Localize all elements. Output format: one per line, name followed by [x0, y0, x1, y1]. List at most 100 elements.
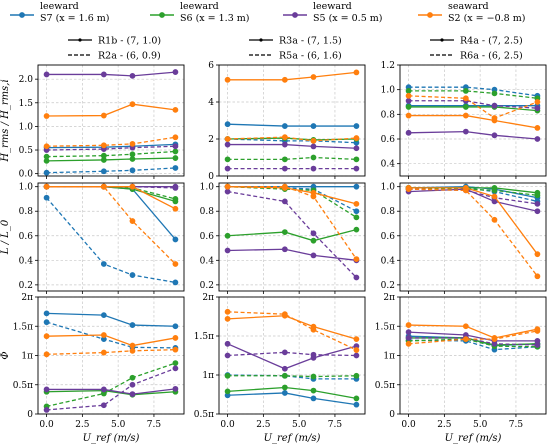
point-s2-dashed — [129, 140, 136, 147]
point-s2-dashed — [224, 136, 231, 142]
point-s5-solid — [281, 141, 288, 148]
legend-solid-marker — [259, 38, 263, 42]
point-s6-solid — [405, 104, 412, 110]
point-s2-dashed — [100, 349, 107, 356]
panel-frame — [218, 296, 366, 415]
tick-label-y: 1.2 — [381, 61, 395, 71]
tick-label-y: 0.6 — [381, 232, 396, 242]
series-s2-dashed — [227, 311, 357, 351]
panel-r2-c2: 0.2 0.4 0.6 0.8 1.0 — [200, 182, 366, 294]
tick-label-y: 2π — [383, 293, 395, 303]
point-s7-solid — [172, 236, 179, 243]
series-s2-solid — [227, 315, 357, 340]
series-s7-solid — [227, 123, 357, 127]
point-s2-solid — [43, 183, 50, 190]
point-s7-solid — [172, 323, 179, 330]
point-s2-dashed — [353, 256, 360, 262]
point-s2-dashed — [281, 134, 288, 141]
point-s6-solid — [281, 229, 288, 235]
legend-solid-label: R1b - (7, 1.0) — [98, 36, 161, 47]
panel-r2-c3: 0.2 0.4 0.6 0.8 1.0 — [381, 182, 547, 294]
series-s5-solid — [46, 388, 176, 395]
point-s6-solid — [310, 387, 317, 394]
point-s6-dashed — [353, 372, 360, 379]
point-s2-solid — [129, 101, 136, 108]
point-s5-dashed — [534, 105, 541, 112]
tick-label-y: 0.6 — [19, 232, 34, 242]
tick-label-y: 1.0 — [19, 122, 34, 132]
series-s5-dashed — [408, 337, 538, 346]
point-s7-dashed — [100, 168, 107, 175]
point-s6-solid — [172, 155, 179, 161]
tick-label-y: 0.2 — [200, 281, 214, 291]
series-s5-solid — [227, 343, 357, 370]
point-s5-dashed — [43, 407, 50, 413]
tick-label-y: 0.8 — [381, 207, 396, 217]
point-s2-dashed — [405, 92, 412, 99]
point-s5-dashed — [353, 165, 360, 172]
tick-label-y: 0.4 — [381, 256, 396, 266]
point-s2-solid — [281, 312, 288, 319]
point-s2-solid — [405, 185, 412, 191]
point-s5-solid — [353, 145, 360, 152]
tick-label-y: 1π — [21, 352, 33, 362]
tick-label-x: 5.0 — [473, 420, 488, 430]
legend-label-s6: S6 (x = 1.3 m) — [180, 13, 249, 24]
point-s5-dashed — [281, 198, 288, 205]
point-s7-dashed — [129, 167, 136, 174]
point-s2-dashed — [43, 143, 50, 150]
point-s2-solid — [462, 112, 469, 119]
x-axis-label: U_ref (m/s) — [264, 433, 321, 444]
point-s6-dashed — [462, 88, 469, 94]
tick-label-y: 1.0 — [19, 183, 34, 193]
legend-label-s2: S2 (x = −0.8 m) — [448, 13, 525, 24]
legend-solid-marker — [440, 38, 444, 42]
point-s2-solid — [462, 323, 469, 330]
point-s5-solid — [281, 365, 288, 372]
tick-label-y: 0.2 — [381, 281, 395, 291]
tick-label-y: 0.8 — [381, 110, 396, 120]
point-s2-solid — [172, 106, 179, 113]
series-s6-dashed — [46, 362, 176, 408]
tick-label-y: 1.5π — [13, 322, 33, 332]
series-s2-solid — [46, 103, 176, 117]
point-s2-dashed — [310, 137, 317, 144]
point-s5-solid — [310, 354, 317, 361]
series-s7-dashed — [227, 374, 357, 380]
point-s6-solid — [129, 156, 136, 162]
point-s5-solid — [172, 183, 179, 190]
series-s2-solid — [408, 187, 538, 255]
point-s5-solid — [405, 129, 412, 136]
tick-label-y: 1.5π — [375, 322, 395, 332]
series-s5-solid — [408, 130, 538, 140]
point-s2-solid — [310, 323, 317, 330]
series-s2-dashed — [46, 136, 176, 147]
tick-label-y: 1.5 — [19, 99, 34, 109]
point-s2-solid — [224, 76, 231, 83]
series-s7-solid — [227, 392, 357, 406]
series-s2-dashed — [408, 330, 538, 345]
point-s5-dashed — [353, 352, 360, 359]
point-s5-dashed — [310, 165, 317, 172]
legend-label-s7: S7 (x = 1.6 m) — [40, 13, 109, 24]
legend-runs-col-1: R1b - (7, 1.0) R2a - (6, 0.9) — [68, 36, 161, 62]
series-s2-dashed — [408, 188, 538, 277]
tick-label-y: 1π — [383, 352, 395, 362]
panel-r1-c1: 0.0 0.5 1.0 1.5 2.0 — [19, 64, 185, 180]
tick-label-y: 1.0 — [381, 183, 396, 193]
series-s5-dashed — [46, 367, 176, 411]
point-s7-solid — [353, 183, 360, 190]
point-s5-solid — [100, 386, 107, 393]
tick-label-x: 2.5 — [256, 420, 271, 430]
series-s6-dashed — [227, 156, 357, 161]
series-s2-solid — [46, 186, 176, 210]
point-s2-solid — [353, 69, 360, 76]
point-s6-solid — [353, 395, 360, 402]
x-axis-label: U_ref (m/s) — [445, 433, 502, 444]
point-s5-solid — [534, 136, 541, 142]
legend-marker-s5 — [292, 12, 298, 18]
point-s2-solid — [491, 335, 498, 341]
point-s5-dashed — [224, 352, 231, 359]
point-s2-solid — [100, 183, 107, 190]
series-s6-solid — [227, 137, 357, 141]
